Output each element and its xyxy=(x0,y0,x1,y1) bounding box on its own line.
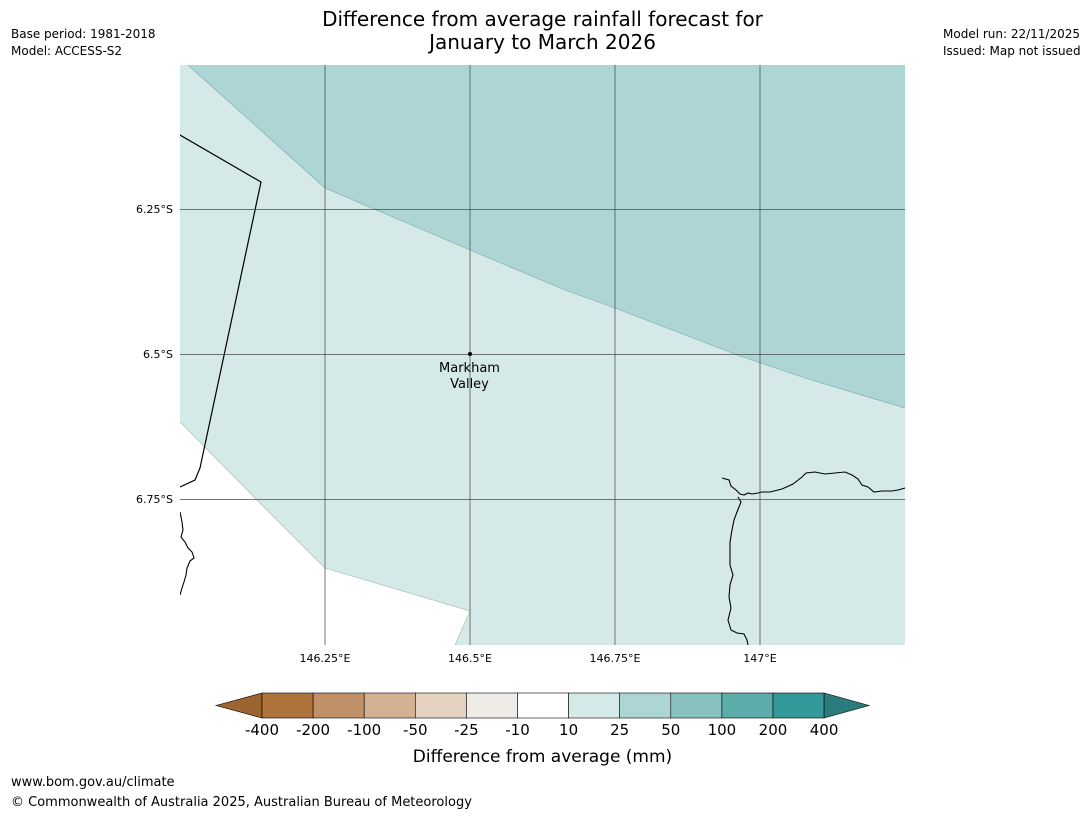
colorbar-tick-label: 25 xyxy=(610,721,629,739)
colorbar-tick-label: 100 xyxy=(708,721,737,739)
issued-text: Issued: Map not issued xyxy=(943,44,1081,58)
footer-copyright: © Commonwealth of Australia 2025, Austra… xyxy=(11,795,472,810)
colorbar-tick-label: -25 xyxy=(454,721,479,739)
colorbar-segment xyxy=(466,692,518,719)
colorbar-segment xyxy=(568,692,620,719)
boundary-line-upper xyxy=(187,65,905,409)
lat-label-6-75s: 6.75°S xyxy=(136,493,173,506)
colorbar-segment xyxy=(721,692,774,719)
colorbar-segment xyxy=(619,692,672,719)
coastline-west xyxy=(180,134,262,488)
place-label-line-2: Valley xyxy=(450,377,489,392)
colorbar-tick-label: 50 xyxy=(661,721,680,739)
colorbar-segment xyxy=(772,692,825,719)
lon-label-146-75e: 146.75°E xyxy=(590,652,641,665)
base-period-text: Base period: 1981-2018 xyxy=(11,27,156,41)
colorbar-segment xyxy=(312,692,365,719)
footer-url: www.bom.gov.au/climate xyxy=(11,775,175,790)
colorbar-segment xyxy=(517,692,569,719)
place-marker-icon xyxy=(468,352,472,356)
river-line xyxy=(727,496,749,645)
lat-label-6-5s: 6.5°S xyxy=(143,348,173,361)
gridlines xyxy=(180,65,905,645)
colorbar-tick-label: -50 xyxy=(403,721,428,739)
colorbar-segment xyxy=(670,692,723,719)
title-line-2: January to March 2026 xyxy=(429,30,656,54)
colorbar-tick-label: -100 xyxy=(347,721,381,739)
colorbar-extend-low xyxy=(214,692,263,719)
lon-label-146-5e: 146.5°E xyxy=(448,652,492,665)
legend-title: Difference from average (mm) xyxy=(413,747,672,767)
coastline-southwest xyxy=(180,511,195,596)
model-run-text: Model run: 22/11/2025 xyxy=(943,27,1081,41)
model-text: Model: ACCESS-S2 xyxy=(11,44,123,58)
map-title: Difference from average rainfall forecas… xyxy=(200,8,885,54)
colorbar-legend: -400 -200 -100 -50 -25 -10 10 25 50 100 200 400 xyxy=(214,692,871,739)
colorbar-tick-label: -10 xyxy=(505,721,530,739)
colorbar-tick-label: 200 xyxy=(759,721,788,739)
colorbar-tick-label: 10 xyxy=(559,721,578,739)
colorbar-extend-high xyxy=(823,692,871,719)
colorbar-segment xyxy=(261,692,314,719)
map-area xyxy=(180,65,905,645)
colorbar-tick-label: -200 xyxy=(296,721,330,739)
meta-left: Base period: 1981-2018 Model: ACCESS-S2 xyxy=(11,26,156,60)
colorbar-segment xyxy=(414,692,467,719)
lat-label-6-25s: 6.25°S xyxy=(136,203,173,216)
colorbar-tick-label: 400 xyxy=(810,721,839,739)
coastline-east xyxy=(721,471,905,496)
place-label-line-1: Markham xyxy=(439,361,500,376)
colorbar-segment xyxy=(363,692,416,719)
lon-label-146-25e: 146.25°E xyxy=(300,652,351,665)
title-line-1: Difference from average rainfall forecas… xyxy=(322,7,763,31)
colorbar-tick-label: -400 xyxy=(245,721,279,739)
meta-right: Model run: 22/11/2025 Issued: Map not is… xyxy=(943,26,1081,60)
region-25-to-50 xyxy=(188,65,905,408)
lon-label-147e: 147°E xyxy=(743,652,776,665)
